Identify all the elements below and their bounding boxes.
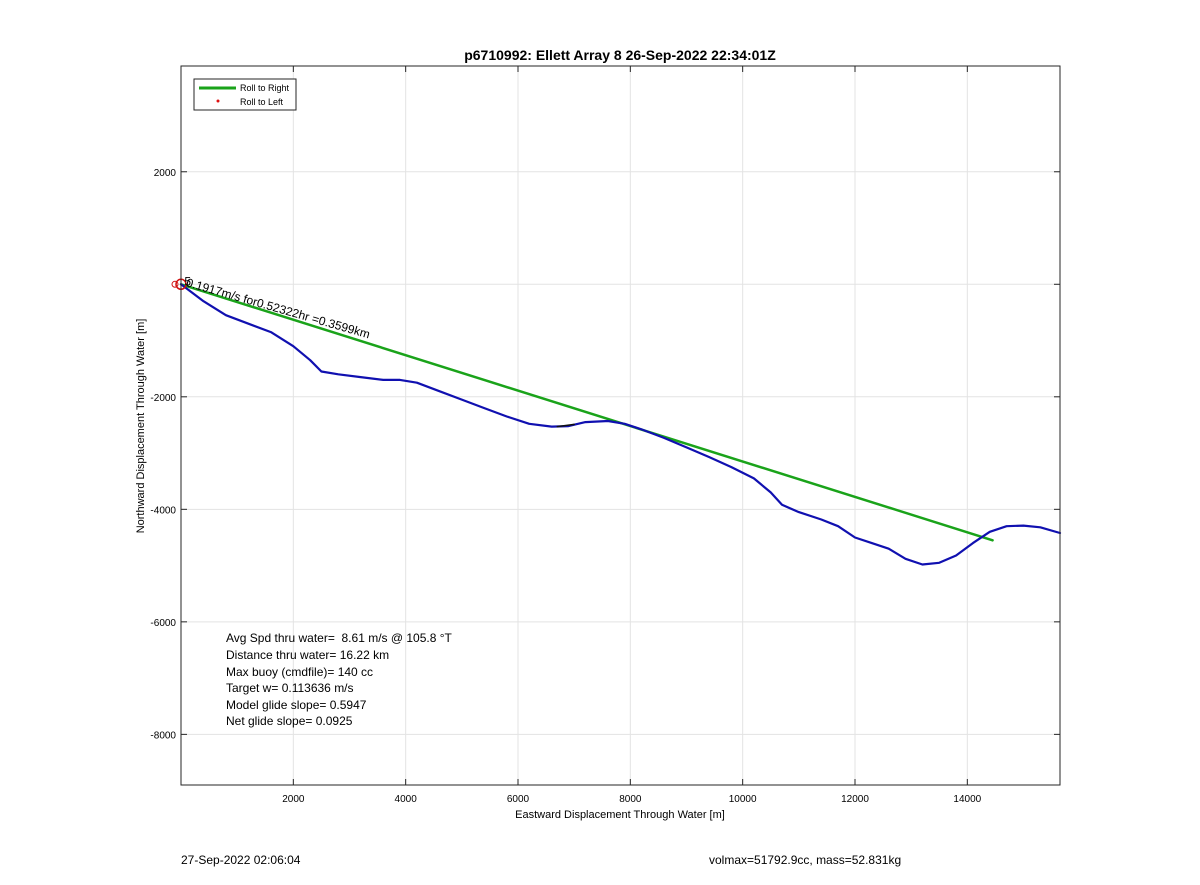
series-line-2 [556,423,575,428]
y-tick-label: 2000 [154,168,177,179]
legend-label-roll-left: Roll to Left [240,97,284,107]
legend-swatch-roll-left [216,99,220,103]
legend-label-roll-right: Roll to Right [240,83,290,93]
y-axis-label: Northward Displacement Through Water [m] [135,319,147,534]
info-max-buoy: Max buoy (cmdfile)= 140 cc [226,665,373,679]
info-avg-speed: Avg Spd thru water= 8.61 m/s @ 105.8 °T [226,631,453,645]
x-tick-label: 6000 [507,794,530,805]
x-tick-label: 10000 [729,794,757,805]
y-tick-label: -4000 [150,505,176,516]
plot-frame [180,65,1061,786]
footer-params: volmax=51792.9cc, mass=52.831kg [709,853,902,867]
series-line-0 [179,283,994,542]
info-text-block: Avg Spd thru water= 8.61 m/s @ 105.8 °T … [226,631,453,728]
info-target-w: Target w= 0.113636 m/s [226,681,354,695]
y-tick-label: -6000 [150,618,176,629]
info-distance: Distance thru water= 16.22 km [226,648,389,662]
y-tick-label: -2000 [150,393,176,404]
info-model-glide: Model glide slope= 0.5947 [226,698,367,712]
footer-timestamp: 27-Sep-2022 02:06:04 [181,853,301,867]
start-marker-secondary [171,280,179,288]
series-layer [171,278,1062,566]
x-tick-label: 4000 [395,794,418,805]
x-tick-label: 2000 [282,794,305,805]
annotation-0: 0.1917m/s for0.52322hr =0.3599km [185,275,372,341]
annotation-1: 5 [184,274,191,288]
grid-lines [181,66,1060,785]
chart-title: p6710992: Ellett Array 8 26-Sep-2022 22:… [464,47,776,63]
y-tick-label: -8000 [150,730,176,741]
info-net-glide: Net glide slope= 0.0925 [226,714,353,728]
legend-box [193,78,297,111]
axis-ticks: 2000 4000 6000 8000 10000 12000 14000 2000 -2000… [150,66,1060,805]
series-line-1 [179,283,1062,566]
x-axis-label: Eastward Displacement Through Water [m] [515,809,725,821]
legend: Roll to Right Roll to Left [193,78,297,111]
x-tick-label: 14000 [953,794,981,805]
x-tick-label: 8000 [619,794,642,805]
x-tick-label: 12000 [841,794,869,805]
